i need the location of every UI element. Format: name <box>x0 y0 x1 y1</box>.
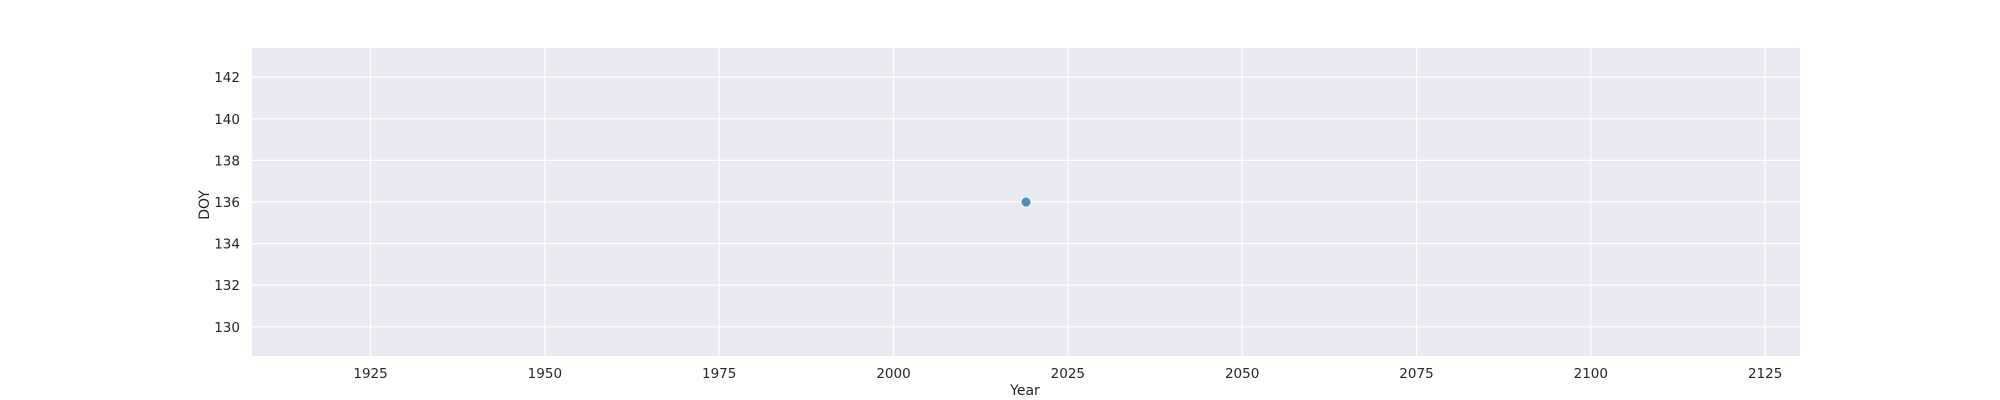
data-point <box>1020 196 1032 208</box>
y-tick-label: 136 <box>214 195 240 211</box>
grid-lines <box>252 48 1800 356</box>
x-tick-label: 2025 <box>1051 366 1085 382</box>
y-tick-label: 140 <box>214 112 240 128</box>
y-tick-labels: 130 132 134 136 138 140 142 <box>214 70 240 336</box>
x-tick-label: 1925 <box>353 366 387 382</box>
x-tick-label: 2125 <box>1748 366 1782 382</box>
x-tick-label: 2050 <box>1225 366 1259 382</box>
x-axis-label: Year <box>1009 383 1040 399</box>
y-tick-label: 130 <box>214 320 240 336</box>
x-tick-label: 2075 <box>1399 366 1433 382</box>
y-tick-label: 138 <box>214 153 240 169</box>
y-tick-label: 142 <box>214 70 240 86</box>
x-tick-label: 1950 <box>528 366 562 382</box>
x-tick-label: 2100 <box>1574 366 1608 382</box>
x-tick-label: 2000 <box>876 366 910 382</box>
data-points <box>1020 196 1032 208</box>
x-tick-labels: 1925 1950 1975 2000 2025 2050 2075 2100 2125 <box>353 366 1782 382</box>
x-tick-label: 1975 <box>702 366 736 382</box>
y-tick-label: 132 <box>214 278 240 294</box>
y-tick-label: 134 <box>214 237 240 253</box>
y-axis-label: DOY <box>197 190 213 220</box>
